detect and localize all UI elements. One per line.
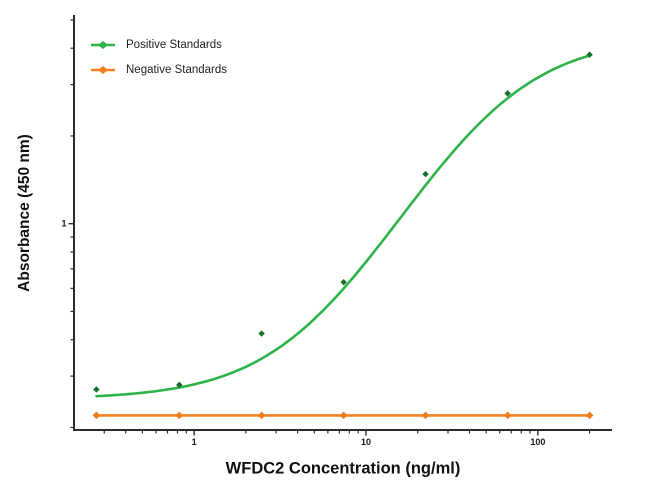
data-point-negative (339, 411, 348, 420)
data-point-positive (586, 51, 593, 58)
x-axis-title: WFDC2 Concentration (ng/ml) (225, 459, 461, 478)
legend-diamond-positive (98, 41, 108, 49)
legend-diamond-negative (98, 66, 108, 74)
data-point-positive (258, 330, 265, 337)
x-tick-label: 100 (530, 437, 545, 447)
negative-standards-legend-marker-icon (91, 66, 115, 74)
data-point-negative (92, 411, 101, 420)
data-point-negative (257, 411, 266, 420)
x-tick-label: 10 (361, 437, 371, 447)
x-tick-label: 1 (192, 437, 197, 447)
legend-item-positive-standards: Positive Standards (88, 38, 227, 52)
data-point-negative (175, 411, 184, 420)
data-point-positive (504, 90, 511, 97)
data-point-positive (340, 278, 347, 286)
data-point-positive (93, 386, 100, 393)
legend-label-negative-standards: Negative Standards (126, 64, 228, 76)
data-point-positive (176, 381, 183, 389)
data-point-negative (503, 411, 512, 420)
positive-standards-legend-marker-icon (91, 41, 115, 49)
data-point-positive (422, 170, 429, 178)
data-point-negative (585, 411, 594, 420)
y-tick-label: 1 (61, 219, 66, 229)
y-axis-title: Absorbance (450 nm) (16, 134, 33, 292)
series-line-positive (95, 54, 591, 398)
legend-item-negative-standards: Negative Standards (88, 63, 227, 77)
legend-label-positive-standards: Positive Standards (126, 39, 222, 51)
data-point-negative (421, 411, 430, 420)
chart-legend: Positive Standards Negative Standards (88, 38, 227, 77)
axes (73, 15, 612, 431)
